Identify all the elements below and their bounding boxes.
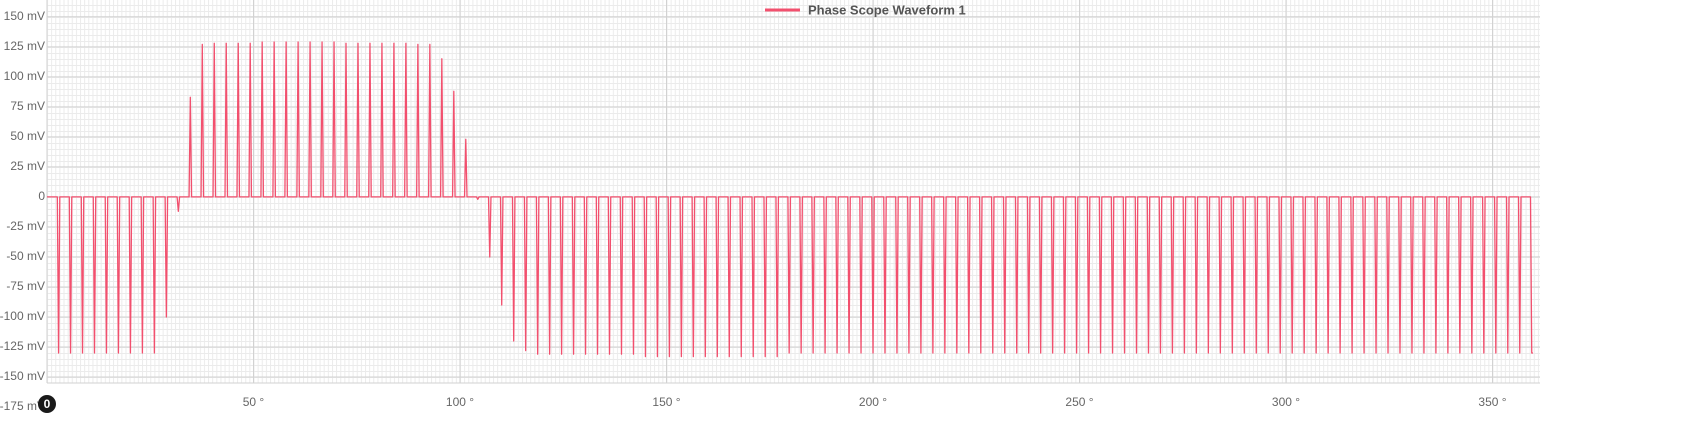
legend-label: Phase Scope Waveform 1 xyxy=(808,2,966,17)
y-tick-label: 100 mV xyxy=(4,69,45,83)
x-tick-label: 100 ° xyxy=(446,395,474,409)
y-tick-label: 0 xyxy=(38,189,45,203)
y-tick-label: -75 mV xyxy=(6,279,45,293)
x-tick-label: 50 ° xyxy=(243,395,265,409)
badge: 0 xyxy=(38,395,56,413)
y-tick-label: -100 mV xyxy=(0,309,45,323)
legend: Phase Scope Waveform 1 xyxy=(765,2,966,17)
x-tick-label: 300 ° xyxy=(1272,395,1300,409)
y-tick-label: 25 mV xyxy=(10,159,45,173)
minor-grid xyxy=(47,0,1540,383)
y-tick-label: 50 mV xyxy=(10,129,45,143)
x-tick-label: 200 ° xyxy=(859,395,887,409)
x-tick-label: 250 ° xyxy=(1065,395,1093,409)
x-tick-label: 350 ° xyxy=(1478,395,1506,409)
y-tick-label: -125 mV xyxy=(0,339,45,353)
x-tick-label: 150 ° xyxy=(652,395,680,409)
badge-text: 0 xyxy=(44,397,51,411)
labels: 150 mV 125 mV 100 mV 75 mV 50 mV 25 mV 0 -25 mV… xyxy=(0,9,1507,413)
y-tick-label: -25 mV xyxy=(6,219,45,233)
y-tick-label: 75 mV xyxy=(10,99,45,113)
plot xyxy=(47,41,1533,358)
waveform-line xyxy=(47,41,1533,358)
y-tick-label: 125 mV xyxy=(4,39,45,53)
badge-circle xyxy=(38,395,56,413)
y-tick-label: 150 mV xyxy=(4,9,45,23)
y-tick-label: -175 mV xyxy=(0,399,45,413)
y-tick-label: -150 mV xyxy=(0,369,45,383)
y-tick-label: -50 mV xyxy=(6,249,45,263)
